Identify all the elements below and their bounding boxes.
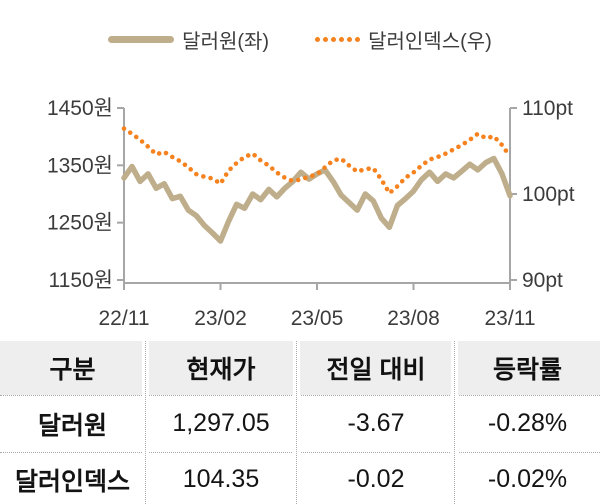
chart-legend: 달러원(좌) 달러인덱스(우) — [0, 25, 600, 54]
dxy-series-dotted-line — [121, 126, 513, 196]
legend-label-dxy: 달러인덱스(우) — [368, 30, 492, 53]
table-row-divider — [0, 452, 600, 453]
right-axis-label: 110pt — [522, 97, 573, 120]
fx-line-chart: 1450원 1350원 1250원 1150원 110pt 100pt 90pt 22/11 2… — [47, 97, 575, 330]
dxy-dots-swatch-icon — [315, 36, 361, 42]
cell-krw-pct: -0.28% — [487, 409, 568, 437]
header-change-rate: 등락률 — [492, 356, 562, 384]
x-axis-label: 22/11 — [99, 307, 150, 330]
left-axis-label: 1250원 — [47, 212, 113, 235]
legend-dot — [315, 36, 321, 42]
x-axis-label: 23/11 — [485, 307, 536, 330]
legend-label-krw: 달러원(좌) — [182, 30, 270, 53]
header-day-change: 전일 대비 — [326, 356, 426, 384]
legend-item-dxy: 달러인덱스(우) — [315, 25, 492, 54]
table-grid: 구분 현재가 전일 대비 등락률 달러원 1,297.05 -3.67 -0.2… — [0, 341, 600, 504]
x-axis-label: 23/02 — [194, 307, 247, 330]
left-axis-label: 1150원 — [49, 269, 113, 292]
legend-dot — [347, 36, 353, 42]
table-row-divider — [0, 395, 600, 396]
legend-dot — [331, 36, 337, 42]
legend-dot — [339, 36, 345, 42]
legend-item-krw: 달러원(좌) — [108, 25, 269, 54]
left-axis-label: 1450원 — [47, 97, 113, 120]
legend-dot — [355, 36, 361, 42]
cell-dxy-name: 달러인덱스 — [14, 467, 130, 496]
cell-krw-name: 달러원 — [37, 411, 107, 440]
header-category: 구분 — [49, 356, 96, 384]
x-axis-label: 23/08 — [387, 307, 440, 330]
legend-dot — [323, 36, 329, 42]
right-axis-label: 90pt — [522, 269, 563, 292]
left-axis-label: 1350원 — [47, 154, 113, 177]
cell-krw-change: -3.67 — [347, 409, 405, 437]
table-column-divider — [451, 341, 458, 504]
right-axis-label: 100pt — [522, 183, 575, 206]
cell-dxy-pct: -0.02% — [487, 465, 568, 493]
krw-series-line — [121, 155, 513, 244]
x-axis-label: 23/05 — [291, 307, 344, 330]
header-current-price: 현재가 — [186, 356, 256, 384]
table-header-background — [0, 341, 600, 395]
quote-table: 구분 현재가 전일 대비 등락률 달러원 1,297.05 -3.67 -0.2… — [0, 341, 600, 504]
table-column-divider — [142, 341, 149, 504]
krw-line-swatch-icon — [108, 35, 175, 43]
table-column-divider — [293, 341, 300, 504]
cell-dxy-change: -0.02 — [347, 465, 405, 493]
cell-krw-price: 1,297.05 — [172, 409, 270, 437]
cell-dxy-price: 104.35 — [182, 465, 260, 493]
